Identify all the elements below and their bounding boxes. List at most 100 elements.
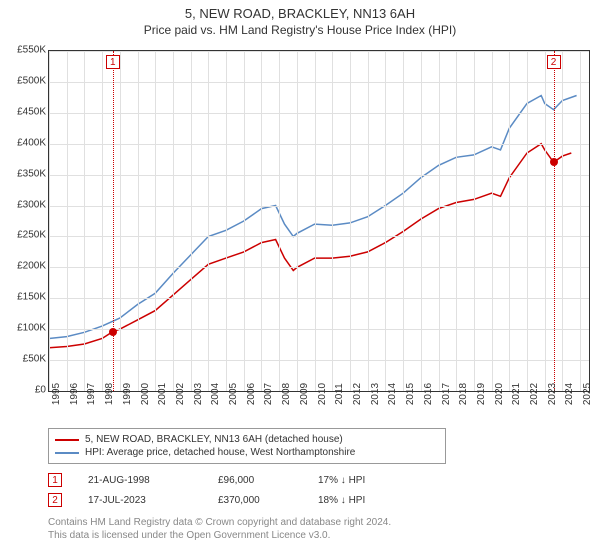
- gridline-vertical: [403, 51, 404, 391]
- ytick-label: £450K: [6, 106, 46, 117]
- gridline-horizontal: [49, 51, 589, 52]
- xtick-label: 1997: [86, 383, 97, 405]
- xtick-label: 2000: [140, 383, 151, 405]
- xtick-label: 2014: [387, 383, 398, 405]
- legend-item: HPI: Average price, detached house, West…: [55, 446, 439, 459]
- transaction-table: 1 21-AUG-1998£96,00017% ↓ HPI 2 17-JUL-2023…: [48, 470, 418, 510]
- xtick-label: 2012: [352, 383, 363, 405]
- xtick-label: 2024: [564, 383, 575, 405]
- xtick-label: 2016: [423, 383, 434, 405]
- transaction-date: 21-AUG-1998: [88, 475, 218, 486]
- ytick-label: £50K: [6, 354, 46, 365]
- xtick-label: 2018: [458, 383, 469, 405]
- marker-badge: 1: [106, 55, 120, 69]
- gridline-vertical: [474, 51, 475, 391]
- marker-line: [554, 51, 555, 391]
- plot-area: 12: [48, 50, 590, 392]
- gridline-vertical: [509, 51, 510, 391]
- legend-label: HPI: Average price, detached house, West…: [85, 447, 355, 458]
- gridline-vertical: [562, 51, 563, 391]
- gridline-vertical: [173, 51, 174, 391]
- xtick-label: 2023: [547, 383, 558, 405]
- gridline-vertical: [49, 51, 50, 391]
- gridline-vertical: [350, 51, 351, 391]
- gridline-vertical: [84, 51, 85, 391]
- xtick-label: 1999: [122, 383, 133, 405]
- gridline-vertical: [439, 51, 440, 391]
- marker-line: [113, 51, 114, 391]
- gridline-vertical: [279, 51, 280, 391]
- transaction-hpi-diff: 18% ↓ HPI: [318, 495, 418, 506]
- transaction-marker: 2: [48, 493, 62, 507]
- xtick-label: 2004: [210, 383, 221, 405]
- xtick-label: 2005: [228, 383, 239, 405]
- gridline-vertical: [368, 51, 369, 391]
- xtick-label: 2021: [511, 383, 522, 405]
- ytick-label: £300K: [6, 199, 46, 210]
- xtick-label: 2006: [246, 383, 257, 405]
- gridline-vertical: [208, 51, 209, 391]
- transaction-marker: 1: [48, 473, 62, 487]
- gridline-vertical: [226, 51, 227, 391]
- ytick-label: £150K: [6, 292, 46, 303]
- legend-item: 5, NEW ROAD, BRACKLEY, NN13 6AH (detache…: [55, 433, 439, 446]
- ytick-label: £350K: [6, 168, 46, 179]
- transaction-price: £96,000: [218, 475, 318, 486]
- xtick-label: 2007: [263, 383, 274, 405]
- xtick-label: 2013: [370, 383, 381, 405]
- transaction-date: 17-JUL-2023: [88, 495, 218, 506]
- xtick-label: 2020: [494, 383, 505, 405]
- ytick-label: £500K: [6, 75, 46, 86]
- gridline-vertical: [261, 51, 262, 391]
- gridline-vertical: [315, 51, 316, 391]
- marker-point: [109, 328, 117, 336]
- xtick-label: 2022: [529, 383, 540, 405]
- series-hpi: [49, 96, 577, 339]
- gridline-horizontal: [49, 206, 589, 207]
- gridline-vertical: [385, 51, 386, 391]
- gridline-horizontal: [49, 360, 589, 361]
- ytick-label: £100K: [6, 323, 46, 334]
- xtick-label: 1995: [51, 383, 62, 405]
- gridline-horizontal: [49, 236, 589, 237]
- gridline-vertical: [332, 51, 333, 391]
- gridline-vertical: [120, 51, 121, 391]
- gridline-horizontal: [49, 113, 589, 114]
- xtick-label: 2008: [281, 383, 292, 405]
- legend-box: 5, NEW ROAD, BRACKLEY, NN13 6AH (detache…: [48, 428, 446, 464]
- xtick-label: 1998: [104, 383, 115, 405]
- xtick-label: 2001: [157, 383, 168, 405]
- transaction-hpi-diff: 17% ↓ HPI: [318, 475, 418, 486]
- transaction-row: 2 17-JUL-2023£370,00018% ↓ HPI: [48, 490, 418, 510]
- line-series: [49, 51, 589, 391]
- gridline-vertical: [456, 51, 457, 391]
- transaction-price: £370,000: [218, 495, 318, 506]
- footer-license: This data is licensed under the Open Gov…: [48, 529, 391, 542]
- gridline-vertical: [244, 51, 245, 391]
- marker-badge: 2: [547, 55, 561, 69]
- gridline-horizontal: [49, 82, 589, 83]
- ytick-label: £200K: [6, 261, 46, 272]
- ytick-label: £400K: [6, 137, 46, 148]
- gridline-vertical: [138, 51, 139, 391]
- gridline-vertical: [527, 51, 528, 391]
- ytick-label: £250K: [6, 230, 46, 241]
- xtick-label: 2019: [476, 383, 487, 405]
- gridline-horizontal: [49, 329, 589, 330]
- gridline-vertical: [297, 51, 298, 391]
- marker-point: [550, 158, 558, 166]
- gridline-vertical: [155, 51, 156, 391]
- gridline-vertical: [191, 51, 192, 391]
- footer-copyright: Contains HM Land Registry data © Crown c…: [48, 516, 391, 529]
- legend-swatch: [55, 452, 79, 454]
- gridline-vertical: [421, 51, 422, 391]
- gridline-horizontal: [49, 267, 589, 268]
- gridline-vertical: [492, 51, 493, 391]
- gridline-vertical: [580, 51, 581, 391]
- gridline-horizontal: [49, 298, 589, 299]
- gridline-horizontal: [49, 144, 589, 145]
- ytick-label: £550K: [6, 45, 46, 56]
- legend-label: 5, NEW ROAD, BRACKLEY, NN13 6AH (detache…: [85, 434, 343, 445]
- xtick-label: 2009: [299, 383, 310, 405]
- legend-swatch: [55, 439, 79, 441]
